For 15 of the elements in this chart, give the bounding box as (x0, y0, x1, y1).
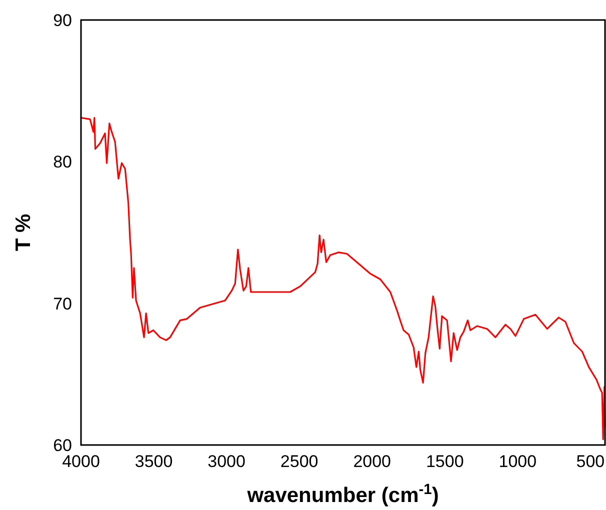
x-tick-label: 3500 (134, 452, 173, 471)
x-tick-label: 1500 (426, 452, 464, 471)
x-tick-label: 2500 (280, 452, 318, 471)
y-axis-title: T % (12, 214, 35, 252)
x-tick-label: 3000 (208, 452, 246, 471)
x-tick-label: 1000 (498, 452, 537, 471)
y-tick-label: 70 (53, 294, 72, 314)
y-tick-label: 60 (53, 436, 72, 455)
x-tick-label: 2000 (353, 452, 392, 471)
x-tick-label: 500 (576, 452, 605, 471)
x-axis-title: wavenumber (cm$^{-1}$) (246, 482, 439, 507)
y-tick-label: 90 (53, 11, 72, 30)
x-tick-label: 4000 (62, 452, 100, 471)
line-series (80, 116, 606, 440)
y-tick-label: 80 (53, 152, 72, 172)
